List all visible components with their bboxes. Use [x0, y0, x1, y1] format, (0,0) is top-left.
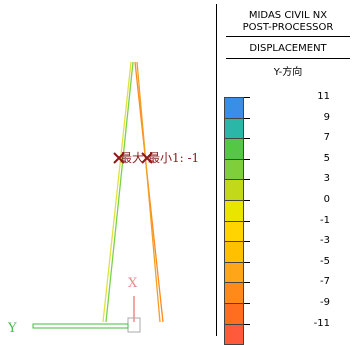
legend-value: -11 [313, 317, 330, 329]
min-label: 最小 [148, 151, 172, 165]
axis-y-arrow [32, 323, 129, 329]
legend-value: -1 [320, 214, 330, 226]
legend-value: -7 [320, 276, 330, 288]
legend-tick [244, 282, 250, 284]
legend-value: 7 [323, 132, 330, 144]
legend-swatch [224, 97, 244, 119]
model-canvas[interactable]: 最大 最小 1: -1 X Y [0, 0, 216, 338]
component-label: Y-方向 [273, 67, 303, 78]
legend-tick [244, 117, 250, 119]
legend-swatch [224, 117, 244, 140]
min-marker-icon [141, 152, 153, 164]
left-leg-outer [102, 61, 132, 323]
legend-tick [244, 261, 250, 263]
legend-swatch [224, 282, 244, 304]
legend-value: -3 [320, 235, 330, 247]
app-subtitle: POST-PROCESSOR [242, 22, 334, 33]
right-leg-inner [136, 61, 161, 323]
result-type: DISPLACEMENT [249, 43, 327, 54]
legend-value: -5 [320, 255, 330, 267]
legend-swatch [224, 138, 244, 160]
legend-swatch [224, 241, 244, 263]
app-title: MIDAS CIVIL NX [248, 10, 328, 21]
legend-value: 3 [323, 173, 330, 185]
legend-swatch [224, 303, 244, 325]
legend-tick [244, 241, 250, 243]
legend-value: 9 [323, 111, 330, 123]
legend-swatch [224, 261, 244, 284]
left-leg-inner [105, 61, 134, 323]
legend-swatch [224, 200, 244, 222]
legend-tick [244, 97, 250, 98]
legend-tick [244, 158, 250, 160]
legend-swatch [224, 323, 244, 345]
legend-tick [244, 138, 250, 140]
legend-tick [244, 220, 250, 222]
legend-value: 11 [317, 91, 330, 102]
legend-value: 5 [323, 152, 330, 164]
legend-swatch [224, 158, 244, 181]
model-viewport[interactable]: 最大 最小 1: -1 X Y [0, 0, 216, 338]
legend-value: 0 [323, 194, 330, 205]
axis-y-label: Y [7, 321, 17, 336]
legend-swatch [224, 220, 244, 243]
min-value: 1: -1 [172, 151, 199, 165]
max-marker-icon [113, 152, 125, 164]
axis-triad: X Y [7, 276, 141, 336]
legend-panel: MIDAS CIVIL NX POST-PROCESSOR DISPLACEME… [218, 0, 353, 345]
header-rule-1 [226, 36, 350, 37]
legend-value: -9 [320, 297, 330, 308]
legend-swatch [224, 179, 244, 201]
legend-tick [244, 179, 250, 181]
max-label: 最大 [120, 151, 144, 165]
panel-divider [216, 4, 217, 336]
legend-tick [244, 323, 250, 325]
legend-tick [244, 200, 250, 201]
axis-x-label: X [128, 276, 138, 291]
header-rule-2 [226, 58, 350, 59]
legend-tick [244, 303, 250, 304]
